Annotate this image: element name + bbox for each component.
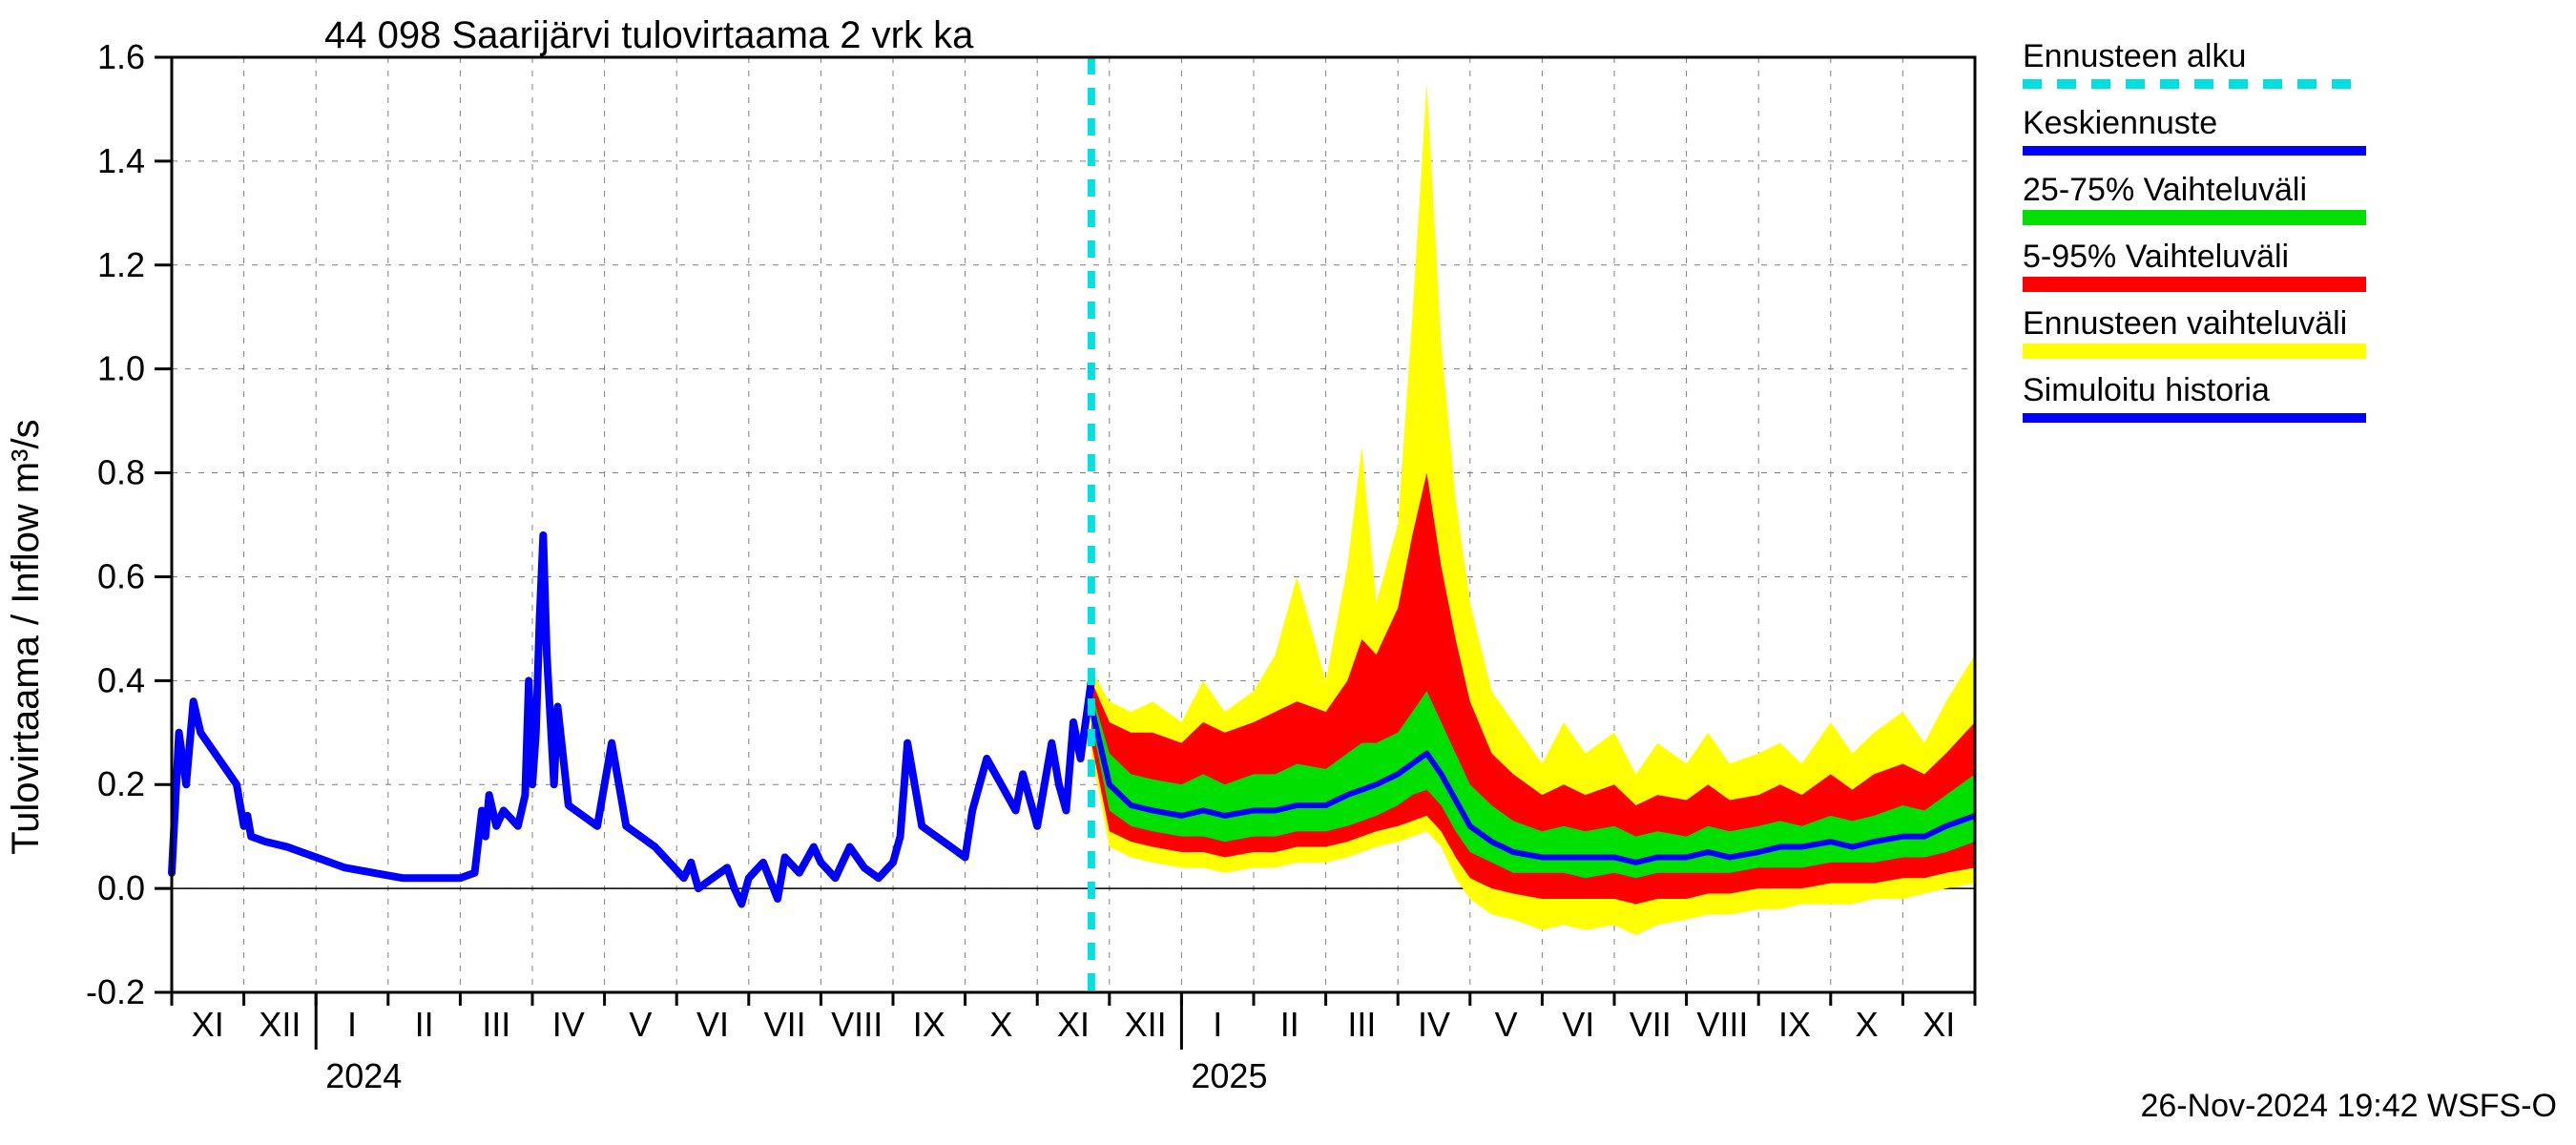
legend-swatch	[2023, 210, 2366, 225]
x-month-label: X	[989, 1005, 1012, 1044]
x-month-label: IV	[1418, 1005, 1450, 1044]
y-tick-label: 1.4	[97, 141, 145, 180]
x-month-label: V	[629, 1005, 652, 1044]
x-month-label: XI	[1057, 1005, 1090, 1044]
x-month-label: XI	[1922, 1005, 1955, 1044]
y-tick-label: 0.2	[97, 764, 145, 803]
x-month-label: XII	[259, 1005, 301, 1044]
x-month-label: II	[1280, 1005, 1299, 1044]
x-year-label: 2025	[1191, 1056, 1267, 1095]
y-tick-label: 0.0	[97, 868, 145, 907]
x-month-label: VII	[764, 1005, 806, 1044]
legend-item-label: Simuloitu historia	[2023, 372, 2270, 408]
y-tick-label: 0.4	[97, 660, 145, 699]
x-month-label: I	[1213, 1005, 1222, 1044]
legend-item-label: Ennusteen alku	[2023, 38, 2246, 74]
inflow-forecast-chart: -0.20.00.20.40.60.81.01.21.41.6XIXIIIIII…	[0, 0, 2576, 1145]
x-month-label: IV	[552, 1005, 585, 1044]
x-month-label: III	[1347, 1005, 1376, 1044]
x-month-label: VIII	[1696, 1005, 1748, 1044]
x-month-label: III	[482, 1005, 510, 1044]
legend-swatch	[2023, 344, 2366, 359]
timestamp-label: 26-Nov-2024 19:42 WSFS-O	[2140, 1088, 2557, 1124]
x-month-label: IX	[1778, 1005, 1811, 1044]
x-year-label: 2024	[325, 1056, 402, 1095]
x-month-label: X	[1856, 1005, 1879, 1044]
y-tick-label: 1.0	[97, 349, 145, 388]
x-month-label: IX	[913, 1005, 945, 1044]
x-month-label: I	[347, 1005, 357, 1044]
y-tick-label: 0.6	[97, 556, 145, 595]
legend-item-label: 5-95% Vaihteluväli	[2023, 239, 2289, 275]
legend-item-label: 25-75% Vaihteluväli	[2023, 172, 2307, 208]
x-month-label: XI	[192, 1005, 224, 1044]
legend-item-label: Ennusteen vaihteluväli	[2023, 305, 2347, 342]
x-month-label: II	[415, 1005, 434, 1044]
y-tick-label: -0.2	[86, 972, 145, 1011]
x-month-label: VI	[696, 1005, 729, 1044]
legend-swatch	[2023, 277, 2366, 292]
x-month-label: V	[1495, 1005, 1518, 1044]
x-month-label: VII	[1630, 1005, 1672, 1044]
chart-title: 44 098 Saarijärvi tulovirtaama 2 vrk ka	[324, 14, 974, 56]
legend-item-label: Keskiennuste	[2023, 105, 2217, 141]
y-tick-label: 1.2	[97, 245, 145, 284]
y-tick-label: 0.8	[97, 453, 145, 492]
x-month-label: VI	[1562, 1005, 1594, 1044]
x-month-label: VIII	[831, 1005, 883, 1044]
y-tick-label: 1.6	[97, 37, 145, 76]
x-month-label: XII	[1125, 1005, 1167, 1044]
y-axis-label: Tulovirtaama / Inflow m³/s	[5, 419, 47, 854]
